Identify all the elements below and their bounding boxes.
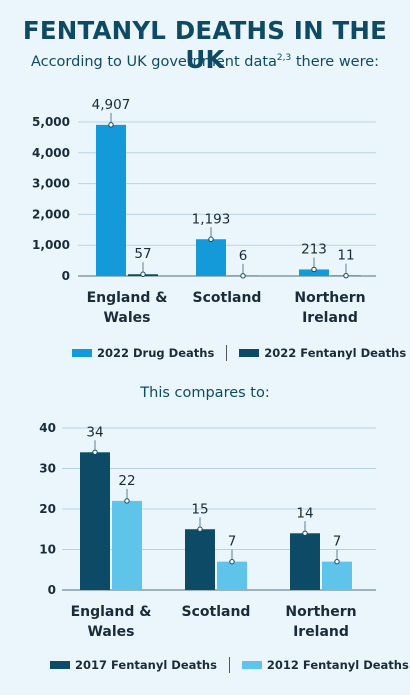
y-tick-label: 3,000 <box>32 177 70 191</box>
data-point-marker <box>197 526 203 532</box>
bar-0-2 <box>290 533 320 590</box>
legend-chart-1: 2022 Drug Deaths 2022 Fentanyl Deaths <box>72 345 406 361</box>
x-category-label: Northern <box>294 290 365 306</box>
y-tick-label: 1,000 <box>32 238 70 252</box>
data-label: 7 <box>333 534 342 550</box>
data-point-marker <box>240 273 246 279</box>
x-category-label: England & <box>87 290 168 306</box>
legend-label-fentanyl-2022: 2022 Fentanyl Deaths <box>264 346 407 360</box>
data-point-marker <box>208 236 214 242</box>
y-tick-label: 10 <box>39 543 56 557</box>
legend-label-fentanyl-2017: 2017 Fentanyl Deaths <box>75 658 217 672</box>
x-category-label: Ireland <box>302 310 358 326</box>
legend-label-drug-deaths-2022: 2022 Drug Deaths <box>97 346 215 360</box>
data-label: 15 <box>191 501 208 517</box>
bar-1-0 <box>112 500 142 590</box>
data-point-marker <box>343 272 349 279</box>
data-label: 57 <box>134 246 151 262</box>
y-tick-label: 0 <box>48 583 56 597</box>
data-point-marker <box>140 271 146 277</box>
data-point-marker <box>124 498 130 504</box>
data-point-marker <box>92 449 98 455</box>
chart-2022-deaths: 0 1,000 2,000 3,000 4,000 5,000 4,907 57 England… <box>32 97 376 326</box>
data-label: 14 <box>296 505 313 521</box>
page-subtitle: According to UK government data2,3 there… <box>0 53 410 70</box>
legend-item-fentanyl-2017: 2017 Fentanyl Deaths <box>50 658 217 672</box>
x-category-label: Scotland <box>182 604 251 620</box>
y-tick-label: 4,000 <box>32 146 70 160</box>
data-label: 1,193 <box>192 211 231 227</box>
subtitle-footnote-ref: 2,3 <box>276 53 292 63</box>
bar-1-2 <box>322 561 352 590</box>
legend-chart-2: 2017 Fentanyl Deaths 2012 Fentanyl Death… <box>50 657 409 673</box>
x-category-label: England & <box>71 604 152 620</box>
page-title: FENTANYL DEATHS IN THE UK <box>22 16 388 74</box>
data-label: 11 <box>337 248 354 264</box>
legend-swatch-fentanyl-2012 <box>241 661 262 669</box>
legend-swatch-fentanyl-2017 <box>50 661 70 669</box>
data-point-marker <box>229 558 235 565</box>
y-tick-label: 0 <box>62 269 70 283</box>
bar-0-0 <box>96 124 126 276</box>
x-category-label: Scotland <box>193 290 262 306</box>
x-category-label: Wales <box>87 624 134 640</box>
bar-0-2 <box>299 269 329 276</box>
data-label: 34 <box>86 424 103 440</box>
y-tick-label: 40 <box>39 421 56 435</box>
legend-divider <box>228 657 230 673</box>
data-point-marker <box>311 266 317 273</box>
x-category-label: Northern <box>285 604 356 620</box>
x-category-label: Wales <box>103 310 150 326</box>
x-category-label: Ireland <box>293 624 349 640</box>
data-label: 7 <box>228 534 237 550</box>
data-label: 6 <box>239 248 248 264</box>
legend-item-drug-deaths-2022: 2022 Drug Deaths <box>72 346 214 360</box>
y-tick-label: 30 <box>39 462 56 476</box>
data-point-marker <box>302 530 308 536</box>
bar-0-0 <box>80 452 110 590</box>
y-tick-label: 5,000 <box>32 115 70 129</box>
legend-swatch-drug-deaths-2022 <box>72 349 92 357</box>
legend-divider <box>226 345 228 361</box>
data-point-marker <box>108 122 114 128</box>
compare-heading: This compares to: <box>140 385 270 401</box>
bar-0-1 <box>185 529 215 590</box>
data-label: 22 <box>118 473 135 489</box>
legend-label-fentanyl-2012: 2012 Fentanyl Deaths <box>266 658 409 672</box>
data-label: 4,907 <box>92 97 131 113</box>
y-tick-label: 20 <box>39 502 56 516</box>
legend-item-fentanyl-2022: 2022 Fentanyl Deaths <box>239 346 406 360</box>
data-label: 213 <box>301 241 327 257</box>
bar-0-1 <box>196 239 226 276</box>
subtitle-tail: there were: <box>291 53 380 70</box>
y-tick-label: 2,000 <box>32 207 70 221</box>
bar-1-1 <box>217 561 247 590</box>
data-point-marker <box>334 558 340 565</box>
legend-swatch-fentanyl-2022 <box>239 349 260 357</box>
legend-item-fentanyl-2012: 2012 Fentanyl Deaths <box>241 658 409 672</box>
subtitle-text: According to UK government data <box>30 53 277 70</box>
